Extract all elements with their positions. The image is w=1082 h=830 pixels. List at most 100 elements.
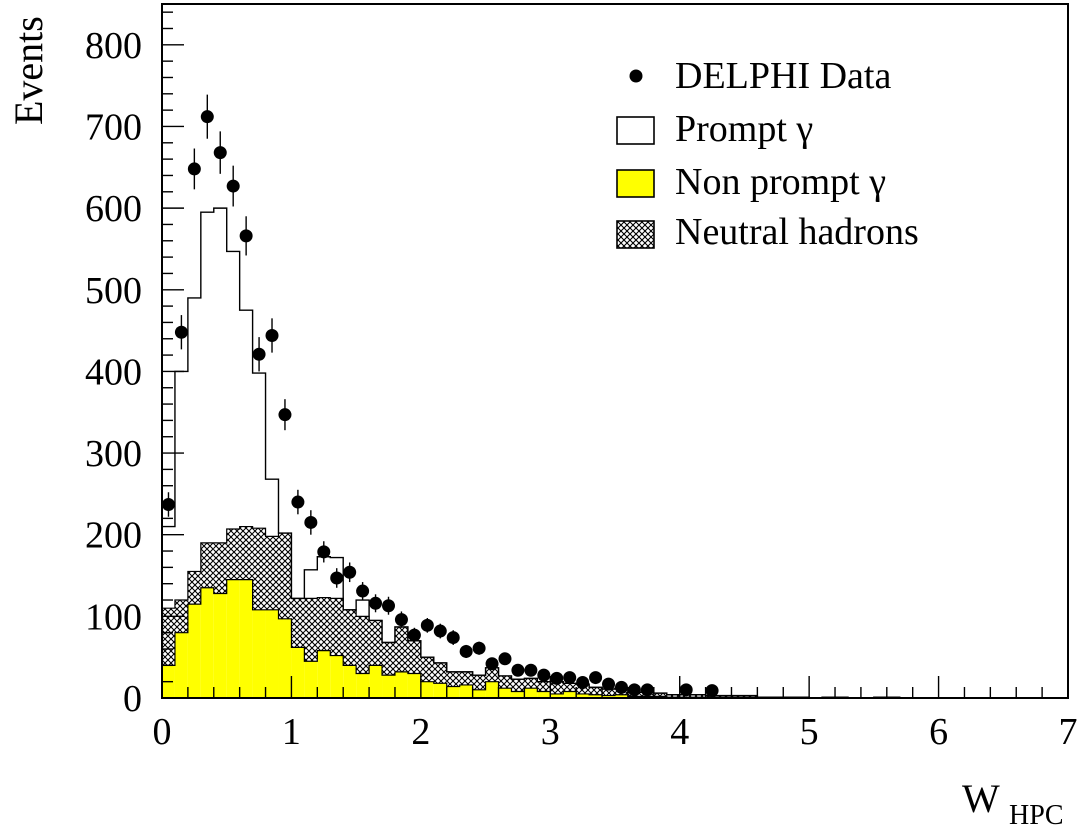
neutral-hadrons-bar: [563, 683, 577, 692]
nonprompt-bar: [589, 694, 603, 698]
nonprompt-bar: [369, 665, 383, 698]
data-point: [226, 179, 240, 193]
nonprompt-bar: [213, 593, 227, 698]
data-point: [369, 596, 383, 610]
data-point: [640, 683, 654, 697]
x-axis-label: W HPC: [962, 776, 1064, 830]
x-tick-label: 0: [153, 711, 172, 753]
neutral-hadrons-bar: [524, 678, 538, 689]
data-point: [511, 663, 525, 677]
data-point: [537, 668, 551, 682]
neutral-hadrons-bar: [317, 597, 331, 651]
data-point: [498, 652, 512, 666]
neutral-hadrons-bar: [226, 528, 240, 580]
neutral-hadrons-bar: [407, 640, 421, 674]
x-axis-label-sub: HPC: [1009, 800, 1063, 830]
neutral-hadrons-bar: [239, 526, 253, 580]
neutral-hadrons-bar: [459, 671, 473, 685]
x-axis-label-main: W: [962, 776, 1000, 821]
x-tick-label: 3: [541, 711, 560, 753]
nonprompt-bar: [498, 688, 512, 698]
nonprompt-bar: [602, 695, 615, 698]
data-point: [161, 497, 175, 511]
data-point: [239, 229, 253, 243]
neutral-hadrons-bar: [589, 687, 603, 695]
y-tick-label: 700: [85, 106, 142, 148]
data-point: [420, 618, 434, 632]
data-point: [394, 613, 408, 627]
nonprompt-bar: [200, 587, 214, 698]
neutral-hadrons-bar: [433, 662, 447, 684]
data-point: [705, 684, 719, 698]
x-tick-label: 6: [929, 711, 948, 753]
nonprompt-bar: [511, 691, 525, 698]
neutral-hadrons-bar: [200, 542, 214, 588]
neutral-hadrons-bar: [744, 695, 758, 698]
nonprompt-bar: [524, 688, 538, 698]
neutral-hadrons-bar: [343, 609, 357, 666]
neutral-hadrons-bar: [420, 657, 434, 682]
nonprompt-bar: [278, 618, 292, 698]
x-tick-label: 4: [670, 711, 689, 753]
x-tick-label: 7: [1059, 711, 1078, 753]
data-point: [446, 631, 460, 645]
neutral-hadrons-bar: [356, 616, 370, 674]
neutral-hadrons-bar: [666, 694, 680, 698]
neutral-hadrons-bar: [498, 675, 512, 689]
neutral-hadrons-bar: [731, 695, 745, 698]
nonprompt-bar: [187, 604, 201, 698]
nonprompt-bar: [446, 686, 460, 698]
nonprompt-bar: [382, 675, 395, 698]
neutral-hadrons-bar: [291, 598, 305, 648]
neutral-hadrons-bar: [213, 542, 227, 594]
legend-nonprompt-swatch: [616, 169, 655, 198]
data-point: [679, 683, 693, 697]
neutral-hadrons-bar: [485, 667, 499, 682]
nonprompt-bar: [226, 579, 240, 698]
legend-prompt-label: Prompt γ: [675, 108, 813, 150]
data-point: [291, 495, 305, 509]
y-tick-label: 800: [85, 25, 142, 67]
data-point: [433, 624, 447, 638]
y-tick-label: 100: [85, 596, 142, 638]
data-point: [589, 671, 603, 685]
data-point: [304, 515, 318, 529]
data-point: [187, 162, 201, 176]
data-point: [485, 657, 499, 671]
legend-prompt-swatch: [616, 116, 655, 145]
nonprompt-bar: [394, 671, 408, 698]
neutral-hadrons-bar: [369, 620, 383, 666]
legend-nonprompt-label: Non prompt γ: [675, 161, 886, 203]
data-points: [161, 94, 719, 698]
nonprompt-bar: [317, 650, 331, 698]
data-point: [174, 325, 188, 339]
legend-data-marker: [629, 69, 643, 83]
y-tick-label: 500: [85, 270, 142, 312]
data-point: [602, 677, 616, 691]
nonprompt-bar: [485, 681, 499, 698]
nonprompt-bar: [174, 632, 188, 698]
data-point: [472, 641, 486, 655]
data-point: [524, 663, 538, 677]
nonprompt-bar: [239, 579, 253, 698]
data-point: [200, 110, 214, 124]
nonprompt-bar: [291, 647, 305, 698]
neutral-hadrons-bar: [330, 598, 344, 656]
nonprompt-bar: [420, 681, 434, 698]
nonprompt-bar: [472, 689, 486, 698]
neutral-hadrons-bar: [692, 694, 706, 698]
y-tick-label: 200: [85, 515, 142, 557]
data-point: [343, 565, 357, 579]
neutral-hadrons-bar: [278, 533, 292, 619]
legend-neutral-swatch: [616, 220, 655, 249]
neutral-hadrons-bar: [472, 675, 486, 690]
data-point: [563, 671, 577, 685]
nonprompt-bar: [265, 609, 279, 698]
y-axis-label: Events: [6, 16, 51, 125]
data-point: [550, 671, 564, 685]
data-point: [576, 675, 590, 689]
x-tick-label: 5: [800, 711, 819, 753]
neutral-hadrons-bar: [718, 695, 732, 698]
y-tick-label: 400: [85, 351, 142, 393]
